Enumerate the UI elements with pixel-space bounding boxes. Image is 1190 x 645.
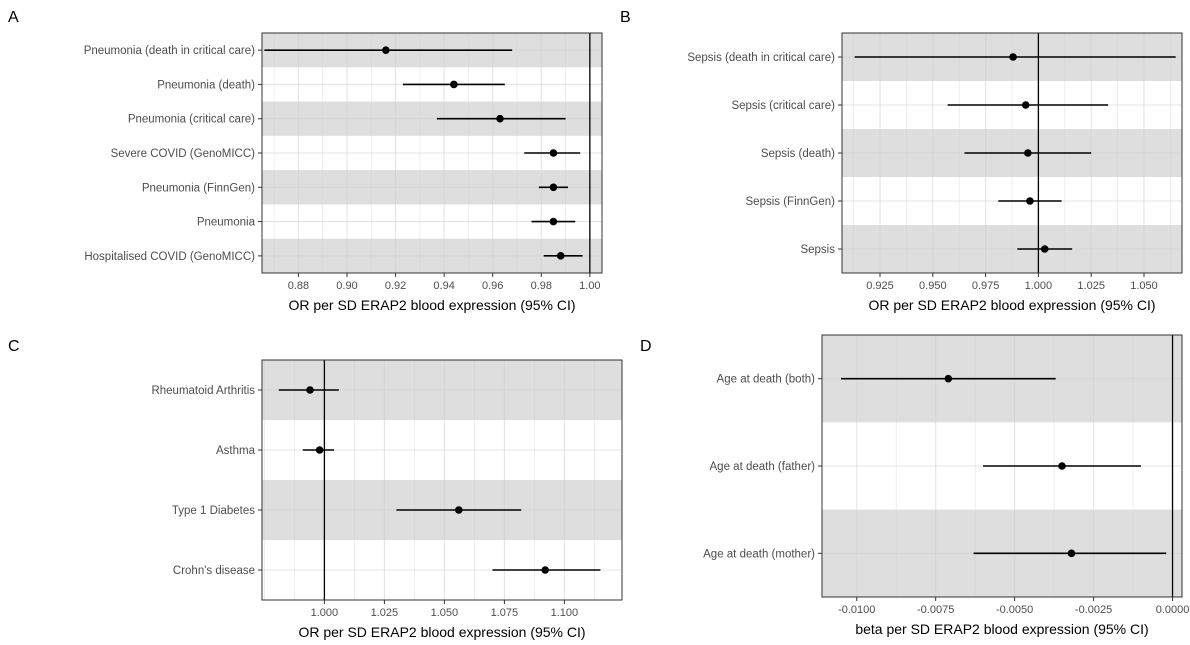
y-tick-label: Pneumonia (FinnGen): [142, 182, 255, 194]
y-tick-label: Pneumonia (death): [157, 79, 255, 91]
y-tick-label: Pneumonia: [197, 217, 256, 229]
x-tick-label: 1.100: [551, 607, 579, 619]
point-estimate: [306, 386, 314, 394]
x-tick-label: -0.0050: [996, 604, 1033, 616]
point-estimate: [382, 46, 390, 54]
panel-border: [261, 359, 623, 601]
point-estimate: [1024, 149, 1032, 157]
point-estimate: [450, 80, 458, 89]
point-estimate: [1026, 197, 1034, 205]
x-tick-label: 1.050: [1130, 280, 1158, 292]
panel-d: Age at death (both) Age at death (father)…: [640, 334, 1190, 637]
point-estimate: [1058, 462, 1066, 470]
x-tick-label: 1.00: [579, 280, 600, 292]
x-tick-label: 0.925: [866, 280, 894, 292]
x-tick-label: 0.0000: [1156, 604, 1190, 616]
point-estimate: [944, 374, 953, 383]
panel-c: Rheumatoid Arthritis Asthma Type 1 Diabete…: [8, 338, 623, 640]
x-tick-label: -0.0075: [917, 604, 954, 616]
point-estimate: [455, 506, 463, 514]
y-tick-label: Type 1 Diabetes: [172, 505, 255, 517]
y-tick-label: Sepsis (death in critical care): [687, 52, 835, 64]
x-axis-title: OR per SD ERAP2 blood expression (95% CI…: [288, 297, 575, 313]
point-estimate: [549, 217, 558, 226]
y-tick-label: Rheumatoid Arthritis: [151, 385, 255, 397]
y-tick-label: Pneumonia (critical care): [128, 114, 255, 126]
x-tick-label: 0.94: [433, 280, 454, 292]
x-tick-label: -0.0025: [1075, 604, 1112, 616]
y-tick-label: Sepsis: [800, 244, 835, 256]
x-tick-label: 0.88: [288, 280, 309, 292]
y-tick-label: Sepsis (death): [761, 148, 835, 160]
x-axis-title: OR per SD ERAP2 blood expression (95% CI…: [298, 624, 585, 640]
y-tick-label: Pneumonia (death in critical care): [84, 45, 255, 57]
y-tick-label: Age at death (father): [710, 461, 816, 473]
point-estimate: [541, 566, 549, 574]
point-estimate: [315, 446, 324, 454]
point-estimate: [549, 183, 558, 192]
x-tick-label: 1.000: [311, 607, 339, 619]
x-tick-label: 0.975: [972, 280, 1000, 292]
point-estimate: [1067, 549, 1076, 558]
x-tick-label: -0.0100: [838, 604, 875, 616]
x-axis-title: OR per SD ERAP2 blood expression (95% CI…: [868, 297, 1155, 313]
x-tick-label: 0.92: [385, 280, 406, 292]
x-axis-title: beta per SD ERAP2 blood expression (95% …: [855, 621, 1148, 637]
y-tick-label: Hospitalised COVID (GenoMICC): [84, 251, 255, 263]
y-tick-label: Severe COVID (GenoMICC): [111, 148, 256, 160]
y-tick-label: Sepsis (FinnGen): [746, 196, 836, 208]
x-tick-label: 0.950: [919, 280, 947, 292]
y-tick-label: Age at death (mother): [703, 548, 815, 560]
point-estimate: [1009, 53, 1017, 61]
x-tick-label: 1.025: [1077, 280, 1105, 292]
point-estimate: [549, 149, 558, 157]
y-tick-label: Crohn's disease: [173, 565, 255, 577]
point-estimate: [556, 252, 565, 260]
panel-letter: D: [640, 338, 652, 355]
x-tick-label: 0.98: [531, 280, 552, 292]
point-estimate: [496, 114, 504, 123]
y-tick-label: Asthma: [216, 445, 256, 457]
x-tick-label: 1.025: [371, 607, 399, 619]
x-tick-label: 0.96: [482, 280, 503, 292]
panel-b: Sepsis (death in critical care) Sepsis (c…: [620, 9, 1183, 313]
panel-letter: C: [8, 338, 20, 355]
y-tick-label: Age at death (both): [717, 374, 816, 386]
x-tick-label: 1.050: [431, 607, 459, 619]
x-tick-label: 1.075: [491, 607, 519, 619]
point-estimate: [1040, 245, 1049, 253]
point-estimate: [1021, 101, 1030, 109]
y-tick-label: Sepsis (critical care): [731, 100, 835, 112]
panel-letter: B: [620, 9, 631, 26]
x-tick-label: 0.90: [336, 280, 357, 292]
panel-a: Pneumonia (death in critical care) Pneumo…: [8, 9, 603, 313]
panel-letter: A: [8, 9, 19, 26]
x-tick-label: 1.000: [1025, 280, 1053, 292]
